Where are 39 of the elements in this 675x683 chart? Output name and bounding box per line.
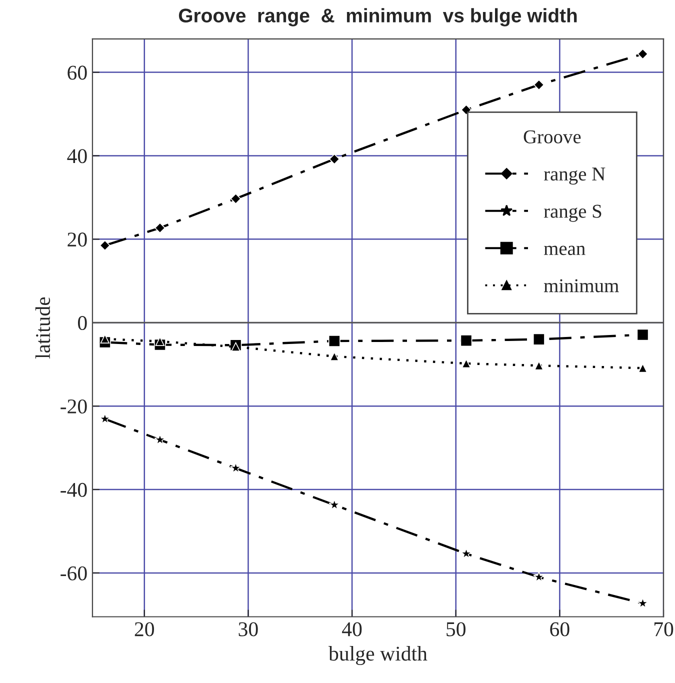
x-tick-label: 60 [550,622,570,636]
y-tick-label: 0 [78,316,87,330]
legend-label: range N [544,168,606,185]
legend-title: Groove [524,130,581,144]
x-axis-title: bulge width [328,646,428,666]
x-tick-label: 50 [446,622,466,636]
point [636,328,649,341]
point [462,358,471,368]
point [330,352,339,362]
y-tick-label: 40 [67,149,87,164]
y-tick-label: -20 [60,399,87,414]
point [154,222,166,234]
x-tick-label: 70 [654,622,674,636]
chart-title: Groove range & minimum vs bulge width [178,8,577,26]
point [534,361,544,370]
x-tick-label: 20 [134,622,154,636]
legend-label: minimum [544,279,619,292]
point [532,333,545,346]
y-tick-label: 20 [68,232,87,247]
y-tick-label: -40 [60,482,87,497]
point [155,336,165,346]
point [638,364,648,373]
point [231,342,240,352]
point [534,79,544,90]
legend-label: mean [544,246,586,256]
legend-label: range S [544,204,602,222]
point [637,48,648,60]
point [328,335,340,347]
y-tick-label: -60 [60,566,87,580]
x-tick-label: 40 [342,622,362,636]
point [230,193,242,204]
y-axis-title: latitude [35,297,50,359]
point [460,104,472,116]
point [329,154,340,164]
x-tick-label: 30 [238,622,258,636]
point [460,334,472,347]
y-tick-label: 60 [68,66,87,80]
point [100,334,110,344]
point [100,240,110,251]
